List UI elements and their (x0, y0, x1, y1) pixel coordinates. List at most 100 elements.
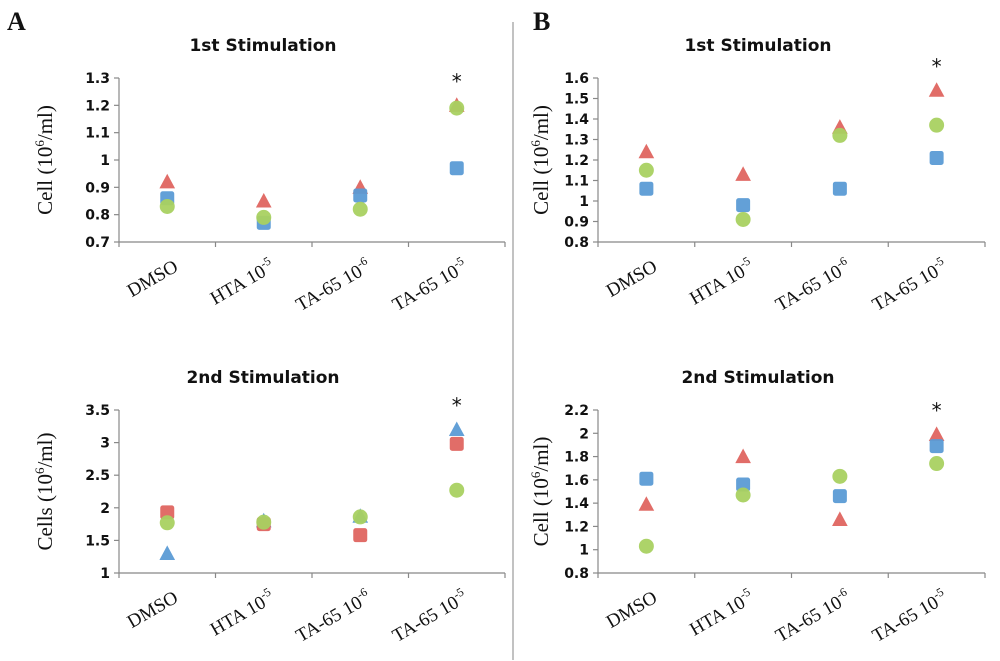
x-tick-label: DMSO (603, 256, 661, 302)
circle-green-point-hta-10-5 (256, 209, 272, 225)
significance-marker: * (932, 54, 942, 78)
circle-green-point-ta-65-10-6 (832, 127, 848, 143)
x-tick-label-base: TA-65 10 (389, 261, 463, 316)
x-tick-label: DMSO (603, 587, 661, 633)
y-tick-label: 2.5 (85, 468, 110, 484)
square-red-point-ta-65-10-6 (353, 528, 368, 543)
y-tick-label: 1.8 (564, 450, 589, 466)
x-tick-label: TA-65 10-6 (291, 585, 375, 647)
y-axis-label-base: Cell (10 (33, 147, 57, 215)
x-tick-label: HTA 10-5 (205, 254, 278, 310)
x-tick-label-base: HTA 10 (207, 592, 270, 640)
y-tick-label: 1 (100, 153, 110, 169)
y-tick-label: 0.8 (85, 208, 110, 224)
chart-title: 2nd Stimulation (186, 368, 339, 388)
y-tick-label: 0.9 (564, 215, 589, 231)
x-tick-label: TA-65 10-6 (771, 254, 855, 316)
x-tick-label-base: HTA 10 (686, 261, 749, 309)
square-blue-point-dmso (639, 471, 654, 486)
y-tick-label: 1 (579, 543, 589, 559)
y-axis-label: Cell (106/ml) (32, 105, 57, 215)
square-red-point-ta-65-10-5 (449, 436, 464, 451)
x-tick-label: DMSO (124, 256, 182, 302)
circle-green-point-ta-65-10-5 (449, 482, 465, 498)
chart-1: 1st Stimulation Cell (106/ml) 0.7 0.8 0.9 1 1.… (32, 36, 506, 316)
x-tick-label-base: HTA 10 (686, 592, 749, 640)
circle-green-point-ta-65-10-5 (929, 117, 945, 133)
circle-green-point-ta-65-10-5 (449, 100, 465, 116)
triangle-red-point-hta-10-5 (735, 166, 751, 181)
y-tick-label: 1.6 (564, 71, 589, 87)
y-tick-label: 1.2 (564, 153, 589, 169)
y-tick-label: 1 (100, 566, 110, 582)
y-axis-label-exponent: 6 (32, 467, 47, 474)
y-axis-label-base: Cell (10 (529, 478, 553, 546)
circle-green-point-hta-10-5 (735, 211, 751, 227)
y-tick-label: 1.1 (85, 126, 110, 142)
significance-marker: * (932, 398, 942, 422)
chart-3: 1st Stimulation Cell (106/ml) 0.8 0.9 1 1.1 1.… (528, 36, 986, 316)
significance-marker: * (452, 394, 462, 418)
panel-a-letter: A (7, 7, 26, 36)
triangle-blue-point-ta-65-10-5 (448, 421, 465, 437)
y-axis-label-unit: /ml) (33, 105, 57, 140)
square-blue-point-ta-65-10-5 (449, 161, 464, 176)
y-tick-label: 2 (100, 501, 110, 517)
y-tick-label: 1.1 (564, 174, 589, 190)
y-tick-label: 2.2 (564, 403, 589, 419)
chart-title: 1st Stimulation (684, 36, 831, 56)
square-blue-point-dmso (639, 181, 654, 196)
y-axis-label-exponent: 6 (528, 140, 543, 147)
x-tick-label-base: TA-65 10 (869, 592, 943, 647)
circle-green-point-dmso (159, 198, 175, 214)
square-blue-point-ta-65-10-6 (832, 181, 847, 196)
x-tick-label: HTA 10-5 (685, 585, 758, 641)
x-tick-label-base: TA-65 10 (772, 261, 846, 316)
square-blue-point-ta-65-10-5 (929, 439, 944, 454)
y-axis-label-exponent: 6 (32, 140, 47, 147)
circle-green-point-hta-10-5 (256, 514, 272, 530)
y-axis-label-base: Cells (10 (33, 474, 57, 550)
triangle-blue-point-dmso (159, 545, 176, 560)
chart-4: 2nd Stimulation Cell (106/ml) 0.8 1 1.2 1.4 1.… (528, 368, 986, 647)
triangle-red-point-dmso (159, 173, 176, 189)
y-axis-label-unit: /ml) (33, 433, 57, 468)
y-axis-label-base: Cell (10 (529, 147, 553, 215)
y-tick-label: 2 (579, 426, 589, 442)
triangle-red-point-hta-10-5 (255, 192, 272, 208)
x-tick-label-base: DMSO (603, 587, 661, 633)
x-tick-label: TA-65 10-5 (867, 254, 951, 316)
x-tick-label-base: TA-65 10 (869, 261, 943, 316)
y-axis-label: Cell (106/ml) (528, 105, 553, 215)
y-tick-label: 1.2 (564, 519, 589, 535)
y-tick-label: 0.9 (85, 180, 110, 196)
x-tick-label: TA-65 10-5 (387, 254, 471, 316)
x-tick-label: HTA 10-5 (685, 254, 758, 310)
x-tick-label-base: DMSO (124, 587, 182, 633)
x-tick-label-base: HTA 10 (207, 261, 270, 309)
x-tick-label-base: TA-65 10 (292, 261, 366, 316)
x-tick-label: TA-65 10-5 (867, 585, 951, 647)
square-blue-point-ta-65-10-6 (832, 489, 847, 504)
y-tick-label: 0.8 (564, 566, 589, 582)
y-tick-label: 3.5 (85, 403, 110, 419)
circle-green-point-ta-65-10-6 (352, 201, 368, 217)
y-tick-label: 0.7 (85, 235, 110, 251)
y-axis-label: Cells (106/ml) (32, 433, 57, 551)
y-tick-label: 1.3 (564, 133, 589, 149)
square-blue-point-ta-65-10-5 (929, 150, 944, 165)
triangle-red-point-dmso (638, 143, 655, 159)
x-tick-label: TA-65 10-5 (387, 585, 471, 647)
significance-marker: * (452, 69, 462, 93)
x-tick-label-base: TA-65 10 (772, 592, 846, 647)
y-tick-label: 1.6 (564, 473, 589, 489)
y-tick-label: 1.2 (85, 98, 110, 114)
circle-green-point-ta-65-10-6 (832, 468, 848, 484)
triangle-red-point-ta-65-10-6 (832, 511, 848, 526)
circle-green-point-dmso (159, 515, 175, 531)
circle-green-point-dmso (638, 538, 654, 554)
x-tick-label-base: DMSO (603, 256, 661, 302)
x-tick-label: HTA 10-5 (205, 585, 278, 641)
circle-green-point-ta-65-10-6 (352, 509, 368, 525)
